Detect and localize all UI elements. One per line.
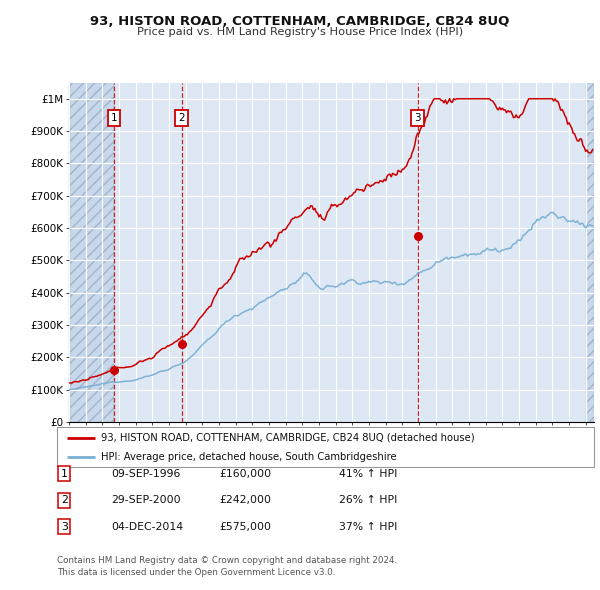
Bar — [586, 83, 594, 422]
Text: 3: 3 — [61, 522, 68, 532]
Text: 1: 1 — [61, 469, 68, 478]
Bar — [586, 83, 594, 422]
Text: 26% ↑ HPI: 26% ↑ HPI — [339, 496, 397, 505]
Text: 29-SEP-2000: 29-SEP-2000 — [111, 496, 181, 505]
Text: £160,000: £160,000 — [219, 469, 271, 478]
Text: 09-SEP-1996: 09-SEP-1996 — [111, 469, 181, 478]
Text: Price paid vs. HM Land Registry's House Price Index (HPI): Price paid vs. HM Land Registry's House … — [137, 27, 463, 37]
FancyBboxPatch shape — [57, 427, 594, 467]
Text: 41% ↑ HPI: 41% ↑ HPI — [339, 469, 397, 478]
Text: HPI: Average price, detached house, South Cambridgeshire: HPI: Average price, detached house, Sout… — [101, 452, 397, 462]
Text: 3: 3 — [415, 113, 421, 123]
Text: £575,000: £575,000 — [219, 522, 271, 532]
Bar — [69, 83, 114, 422]
Text: 2: 2 — [178, 113, 185, 123]
Text: 37% ↑ HPI: 37% ↑ HPI — [339, 522, 397, 532]
Text: 93, HISTON ROAD, COTTENHAM, CAMBRIDGE, CB24 8UQ: 93, HISTON ROAD, COTTENHAM, CAMBRIDGE, C… — [91, 15, 509, 28]
Bar — [69, 83, 114, 422]
Text: 1: 1 — [110, 113, 117, 123]
Text: £242,000: £242,000 — [219, 496, 271, 505]
Text: Contains HM Land Registry data © Crown copyright and database right 2024.
This d: Contains HM Land Registry data © Crown c… — [57, 556, 397, 577]
Text: 2: 2 — [61, 496, 68, 505]
Text: 93, HISTON ROAD, COTTENHAM, CAMBRIDGE, CB24 8UQ (detached house): 93, HISTON ROAD, COTTENHAM, CAMBRIDGE, C… — [101, 433, 475, 443]
Text: 04-DEC-2014: 04-DEC-2014 — [111, 522, 183, 532]
